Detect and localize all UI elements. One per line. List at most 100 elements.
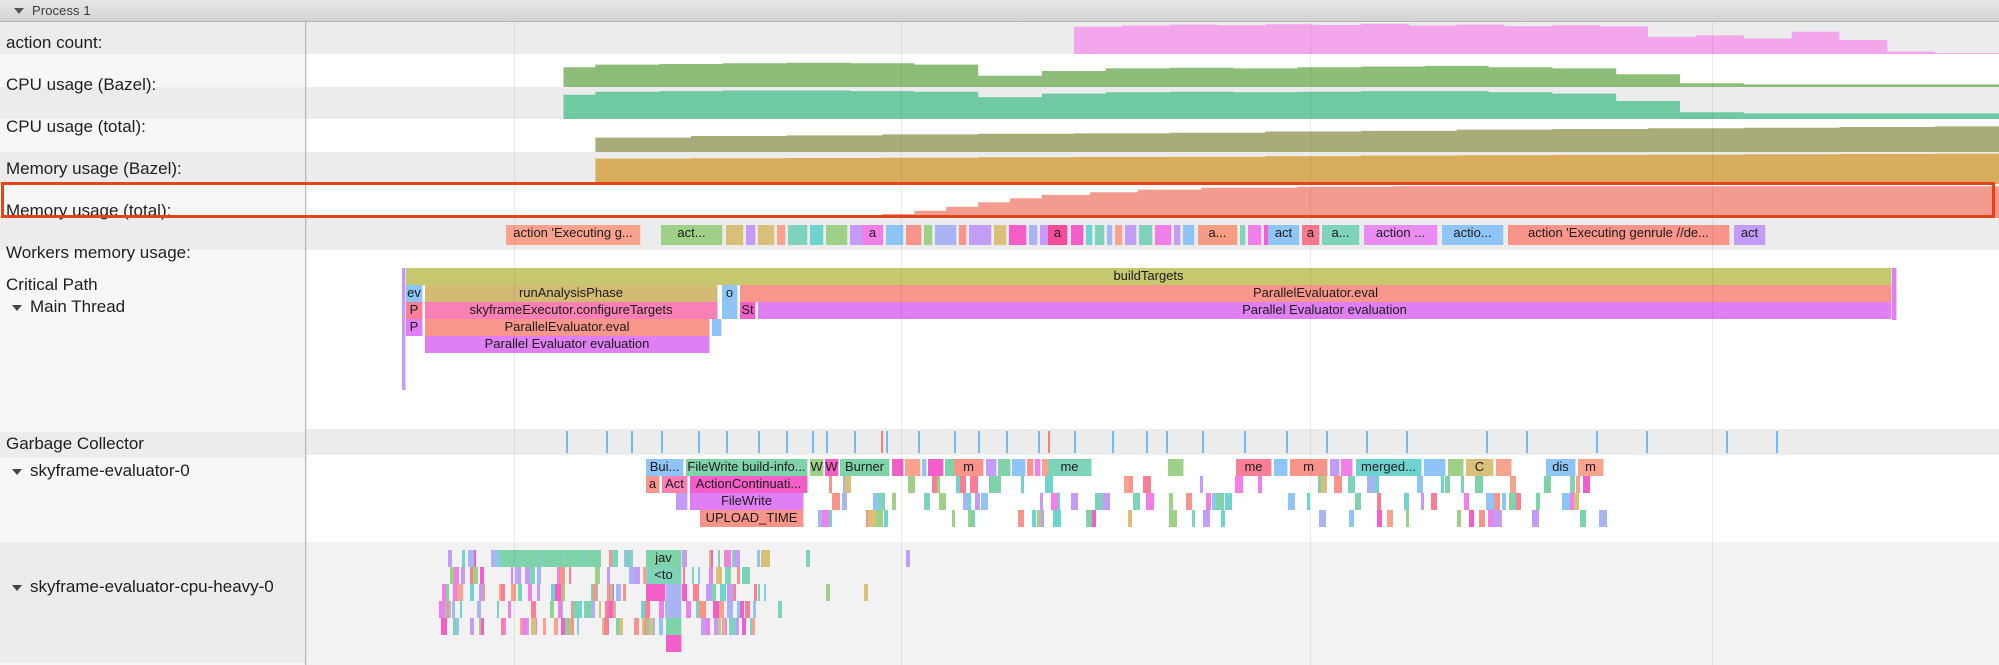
cpu-heavy-thin-slice[interactable] bbox=[611, 584, 613, 601]
skyframe-thin-slice[interactable] bbox=[1124, 476, 1131, 493]
skyframe-thin-slice[interactable] bbox=[1186, 493, 1192, 510]
cpu-heavy-slice[interactable]: jav bbox=[646, 550, 682, 567]
track-garbage-collector[interactable] bbox=[306, 429, 1999, 455]
main-thread-slice[interactable]: St bbox=[740, 302, 756, 319]
skyframe-thin-slice[interactable] bbox=[1192, 510, 1195, 527]
cpu-heavy-thin-slice[interactable] bbox=[569, 567, 571, 584]
cpu-heavy-thin-slice[interactable] bbox=[826, 584, 830, 601]
skyframe-thin-slice[interactable] bbox=[981, 493, 988, 510]
cpu-heavy-thin-slice[interactable] bbox=[727, 584, 733, 601]
minor-gc-tick[interactable] bbox=[1326, 431, 1328, 453]
skyframe-thin-slice[interactable] bbox=[1129, 476, 1133, 493]
skyframe-thin-slice[interactable] bbox=[1544, 476, 1551, 493]
critical-path-slice[interactable] bbox=[1240, 225, 1246, 245]
skyframe-slice[interactable] bbox=[905, 459, 921, 476]
skyframe-thin-slice[interactable] bbox=[829, 510, 832, 527]
skyframe-thin-slice[interactable] bbox=[1431, 493, 1437, 510]
cpu-heavy-thin-slice[interactable] bbox=[497, 601, 499, 618]
critical-path-slice[interactable]: act bbox=[1268, 225, 1300, 245]
minor-gc-tick[interactable] bbox=[1038, 431, 1040, 453]
minor-gc-tick[interactable] bbox=[758, 431, 760, 453]
cpu-heavy-thin-slice[interactable] bbox=[535, 550, 538, 567]
cpu-heavy-thin-slice[interactable] bbox=[514, 550, 517, 567]
cpu-heavy-thin-slice[interactable] bbox=[568, 618, 574, 635]
skyframe-thin-slice[interactable] bbox=[1146, 493, 1154, 510]
track-cpu-usage-bazel[interactable] bbox=[306, 54, 1999, 87]
minor-gc-tick[interactable] bbox=[954, 431, 956, 453]
cpu-heavy-thin-slice[interactable] bbox=[706, 584, 712, 601]
cpu-heavy-thin-slice[interactable] bbox=[593, 584, 597, 601]
skyframe-thin-slice[interactable] bbox=[1372, 476, 1379, 493]
cpu-heavy-thin-slice[interactable] bbox=[603, 618, 609, 635]
cpu-heavy-thin-slice[interactable] bbox=[577, 550, 580, 567]
cpu-heavy-thin-slice[interactable] bbox=[499, 584, 505, 601]
cpu-heavy-thin-slice[interactable] bbox=[595, 550, 598, 567]
main-thread-slice[interactable] bbox=[712, 319, 722, 336]
cpu-heavy-thin-slice[interactable] bbox=[737, 601, 740, 618]
skyframe-slice[interactable] bbox=[1027, 459, 1034, 476]
cpu-heavy-thin-slice[interactable] bbox=[624, 550, 626, 567]
cpu-heavy-thin-slice[interactable] bbox=[693, 584, 699, 601]
cpu-heavy-thin-slice[interactable] bbox=[619, 618, 623, 635]
cpu-heavy-thin-slice[interactable] bbox=[518, 567, 521, 584]
minor-gc-tick[interactable] bbox=[1776, 431, 1778, 453]
skyframe-thin-slice[interactable] bbox=[1200, 476, 1203, 493]
skyframe-thin-slice[interactable] bbox=[1349, 510, 1354, 527]
cpu-heavy-thin-slice[interactable] bbox=[764, 584, 766, 601]
cpu-heavy-thin-slice[interactable] bbox=[550, 550, 553, 567]
cpu-heavy-thin-slice[interactable] bbox=[445, 601, 447, 618]
cpu-heavy-thin-slice[interactable] bbox=[479, 584, 483, 601]
skyframe-slice[interactable]: Act bbox=[662, 476, 688, 493]
cpu-heavy-thin-slice[interactable] bbox=[651, 618, 655, 635]
skyframe-thin-slice[interactable] bbox=[1486, 493, 1494, 510]
track-memory-usage-total[interactable] bbox=[306, 152, 1999, 184]
main-thread-slice[interactable] bbox=[402, 268, 406, 390]
cpu-heavy-thin-slice[interactable] bbox=[719, 601, 724, 618]
cpu-heavy-slice[interactable] bbox=[666, 601, 682, 618]
skyframe-slice[interactable] bbox=[1035, 459, 1041, 476]
cpu-heavy-thin-slice[interactable] bbox=[558, 601, 562, 618]
cpu-heavy-thin-slice[interactable] bbox=[448, 550, 452, 567]
main-thread-slice[interactable]: Parallel Evaluator evaluation bbox=[425, 336, 710, 353]
cpu-heavy-thin-slice[interactable] bbox=[758, 584, 760, 601]
cpu-heavy-thin-slice[interactable] bbox=[764, 550, 770, 567]
cpu-heavy-thin-slice[interactable] bbox=[554, 618, 558, 635]
cpu-heavy-thin-slice[interactable] bbox=[574, 601, 578, 618]
track-main-thread[interactable]: buildTargets ev runAnalysisPhase o ParallelE… bbox=[306, 250, 1999, 429]
skyframe-thin-slice[interactable] bbox=[1221, 510, 1225, 527]
track-label-critical-path[interactable]: Critical Path bbox=[0, 270, 305, 296]
skyframe-slice[interactable] bbox=[1448, 459, 1464, 476]
cpu-heavy-thin-slice[interactable] bbox=[479, 584, 481, 601]
critical-path-slice[interactable]: actio... bbox=[1442, 225, 1504, 245]
minor-gc-tick[interactable] bbox=[631, 431, 633, 453]
cpu-heavy-thin-slice[interactable] bbox=[906, 550, 910, 567]
cpu-heavy-slice[interactable] bbox=[666, 584, 682, 601]
cpu-heavy-thin-slice[interactable] bbox=[565, 550, 568, 567]
skyframe-thin-slice[interactable] bbox=[1092, 510, 1096, 527]
skyframe-thin-slice[interactable] bbox=[1206, 493, 1211, 510]
minor-gc-tick[interactable] bbox=[1646, 431, 1648, 453]
skyframe-slice[interactable]: FileWrite bbox=[690, 493, 804, 510]
skyframe-thin-slice[interactable] bbox=[1143, 476, 1151, 493]
skyframe-thin-slice[interactable] bbox=[1045, 476, 1053, 493]
skyframe-thin-slice[interactable] bbox=[970, 476, 978, 493]
cpu-heavy-thin-slice[interactable] bbox=[683, 567, 685, 584]
skyframe-thin-slice[interactable] bbox=[1417, 476, 1423, 493]
cpu-heavy-thin-slice[interactable] bbox=[481, 618, 484, 635]
skyframe-thin-slice[interactable] bbox=[952, 510, 955, 527]
cpu-heavy-thin-slice[interactable] bbox=[734, 550, 740, 567]
cpu-heavy-thin-slice[interactable] bbox=[571, 601, 573, 618]
cpu-heavy-thin-slice[interactable] bbox=[522, 618, 527, 635]
cpu-heavy-thin-slice[interactable] bbox=[696, 601, 701, 618]
cpu-heavy-thin-slice[interactable] bbox=[751, 618, 755, 635]
cpu-heavy-thin-slice[interactable] bbox=[560, 567, 565, 584]
skyframe-thin-slice[interactable] bbox=[1053, 510, 1061, 527]
minor-gc-tick[interactable] bbox=[606, 431, 608, 453]
minor-gc-tick[interactable] bbox=[786, 431, 788, 453]
main-thread-slice[interactable] bbox=[722, 302, 738, 319]
cpu-heavy-thin-slice[interactable] bbox=[624, 550, 630, 567]
skyframe-thin-slice[interactable] bbox=[878, 493, 885, 510]
skyframe-slice[interactable]: m bbox=[1578, 459, 1604, 476]
skyframe-thin-slice[interactable] bbox=[908, 476, 915, 493]
critical-path-slice[interactable] bbox=[810, 225, 824, 245]
